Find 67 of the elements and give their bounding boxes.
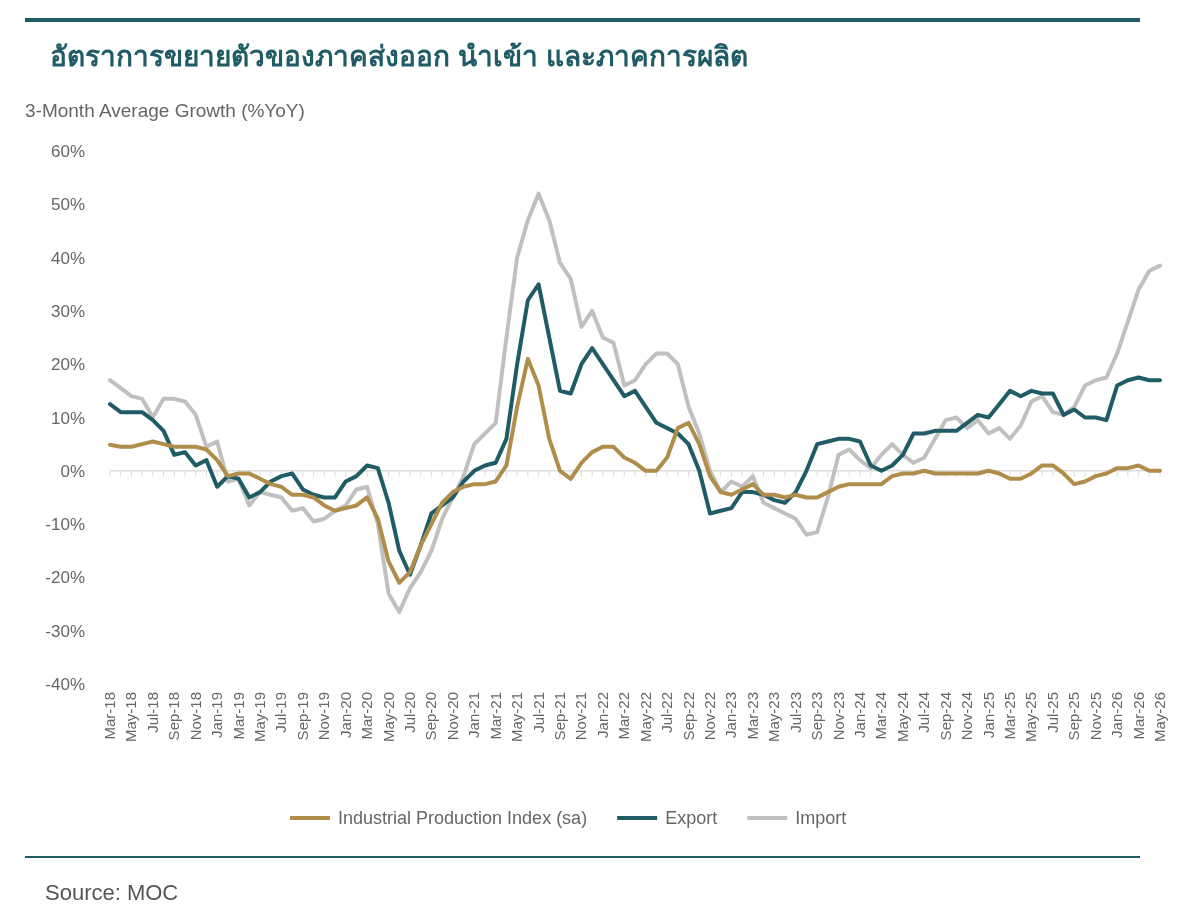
y-tick-label: 10% (50, 408, 85, 428)
x-tick-label: Nov-25 (1086, 692, 1104, 741)
x-tick-label: Jul-24 (915, 692, 933, 733)
x-tick-label: Jul-25 (1043, 692, 1061, 733)
x-tick-label: Mar-21 (486, 692, 504, 740)
x-tick-label: Sep-23 (808, 692, 826, 741)
x-tick-label: Jul-18 (143, 692, 161, 733)
x-tick-label: Sep-20 (422, 692, 440, 741)
x-tick-label: Mar-25 (1001, 692, 1018, 740)
x-tick-label: Nov-18 (186, 692, 204, 741)
x-tick-label: May-21 (508, 692, 526, 743)
source-note: Source: MOC (45, 880, 179, 905)
x-tick-label: Jul-22 (658, 692, 676, 733)
legend-label: Import (795, 808, 847, 828)
x-tick-label: Mar-22 (615, 692, 633, 740)
x-tick-label: May-19 (251, 692, 268, 743)
x-tick-label: Jul-19 (272, 692, 290, 733)
x-tick-label: Jan-20 (336, 692, 354, 738)
x-tick-label: Nov-22 (701, 692, 718, 741)
x-tick-label: May-24 (893, 692, 911, 743)
x-tick-label: Sep-21 (551, 692, 568, 741)
x-tick-label: Mar-20 (358, 692, 376, 740)
x-tick-label: Mar-24 (872, 692, 890, 740)
x-tick-label: Mar-23 (743, 692, 761, 740)
x-tick-label: May-20 (379, 692, 397, 743)
y-tick-label: 30% (50, 301, 85, 321)
x-tick-label: Sep-22 (679, 692, 697, 741)
y-tick-label: 20% (50, 355, 85, 375)
x-tick-label: Jan-22 (593, 692, 611, 738)
x-tick-label: Sep-19 (293, 692, 311, 741)
x-tick-label: May-22 (636, 692, 654, 743)
y-tick-label: 60% (50, 142, 85, 161)
x-tick-label: Nov-24 (958, 692, 976, 741)
y-tick-label: -40% (45, 675, 85, 694)
x-tick-label: Mar-26 (1129, 692, 1147, 740)
y-tick-label: 40% (50, 248, 85, 268)
x-tick-label: Mar-19 (229, 692, 247, 740)
legend-label: Industrial Production Index (sa) (338, 808, 588, 828)
x-tick-label: Jul-20 (401, 692, 418, 733)
x-tick-label: Jul-23 (786, 692, 804, 733)
y-tick-label: -10% (45, 515, 85, 535)
x-tick-label: May-18 (122, 692, 140, 743)
x-tick-label: Nov-19 (315, 692, 333, 741)
x-tick-label: May-23 (765, 692, 783, 743)
x-tick-label: Nov-21 (572, 692, 590, 741)
x-tick-label: Nov-20 (443, 692, 461, 741)
x-tick-label: Sep-24 (936, 692, 954, 741)
x-tick-label: Jan-24 (851, 692, 868, 738)
chart-title: อัตราการขยายตัวของภาคส่งออก นำเข้า และภาคการผลิต (50, 41, 748, 72)
y-tick-label: -20% (45, 568, 85, 588)
x-tick-label: Jan-23 (722, 692, 740, 738)
x-tick-label: Jan-21 (465, 692, 483, 738)
y-tick-label: -30% (45, 621, 85, 641)
legend-label: Export (665, 808, 718, 828)
y-tick-label: 0% (60, 461, 85, 481)
y-axis-title: 3-Month Average Growth (%YoY) (25, 100, 305, 121)
x-tick-label: Sep-25 (1065, 692, 1083, 741)
x-tick-label: Mar-18 (101, 692, 118, 740)
x-tick-label: Sep-18 (165, 692, 183, 741)
x-tick-label: May-25 (1022, 692, 1040, 743)
x-tick-label: Nov-23 (829, 692, 847, 741)
x-tick-label: Jul-21 (529, 692, 547, 733)
x-tick-label: May-26 (1151, 692, 1168, 743)
x-tick-label: Jan-25 (979, 692, 997, 738)
x-tick-label: Jan-26 (1108, 692, 1126, 738)
y-tick-label: 50% (50, 195, 85, 215)
x-tick-label: Jan-19 (208, 692, 226, 738)
